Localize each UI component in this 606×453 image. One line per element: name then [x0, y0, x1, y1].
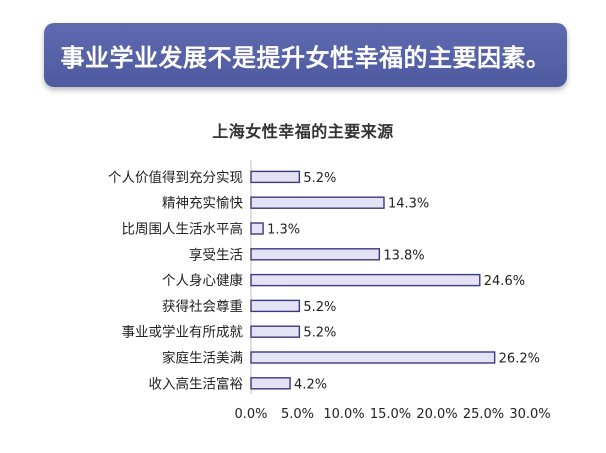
bar — [250, 196, 385, 209]
headline-banner: 事业学业发展不是提升女性幸福的主要因素。 — [44, 23, 567, 87]
headline-text: 事业学业发展不是提升女性幸福的主要因素。 — [60, 43, 551, 72]
data-label: 5.2% — [303, 300, 336, 315]
data-label: 26.2% — [499, 352, 540, 367]
bar — [250, 325, 301, 338]
bar — [250, 377, 291, 390]
data-label: 5.2% — [303, 326, 336, 341]
x-tick-label: 0.0% — [234, 407, 267, 422]
bar — [250, 170, 301, 184]
x-tick-label: 25.0% — [463, 407, 504, 422]
category-label: 比周围人生活水平高 — [122, 221, 244, 238]
category-label: 获得社会尊重 — [162, 298, 243, 315]
data-label: 24.6% — [484, 274, 525, 289]
category-label: 享受生活 — [189, 246, 243, 263]
category-label: 事业或学业有所成就 — [122, 325, 244, 341]
category-label: 个人价值得到充分实现 — [108, 169, 243, 186]
category-label: 家庭生活美满 — [162, 350, 243, 367]
data-label: 4.2% — [294, 377, 327, 392]
category-label: 精神充实愉快 — [162, 196, 243, 212]
data-label: 5.2% — [303, 171, 336, 186]
bar — [250, 273, 481, 287]
x-tick-label: 5.0% — [281, 407, 314, 422]
chart-title: 上海女性幸福的主要来源 — [212, 122, 394, 141]
bar — [250, 248, 381, 261]
data-label: 14.3% — [388, 197, 429, 212]
x-tick-label: 20.0% — [416, 407, 457, 422]
data-label: 13.8% — [383, 248, 424, 263]
category-label: 收入高生活富裕 — [149, 375, 244, 392]
x-tick-label: 15.0% — [370, 407, 411, 422]
data-label: 1.3% — [267, 223, 300, 238]
x-tick-label: 30.0% — [509, 407, 550, 422]
bar — [250, 351, 496, 364]
bar — [250, 222, 264, 235]
x-tick-label: 10.0% — [323, 407, 364, 422]
bar — [250, 299, 301, 313]
category-label: 个人身心健康 — [162, 272, 243, 289]
